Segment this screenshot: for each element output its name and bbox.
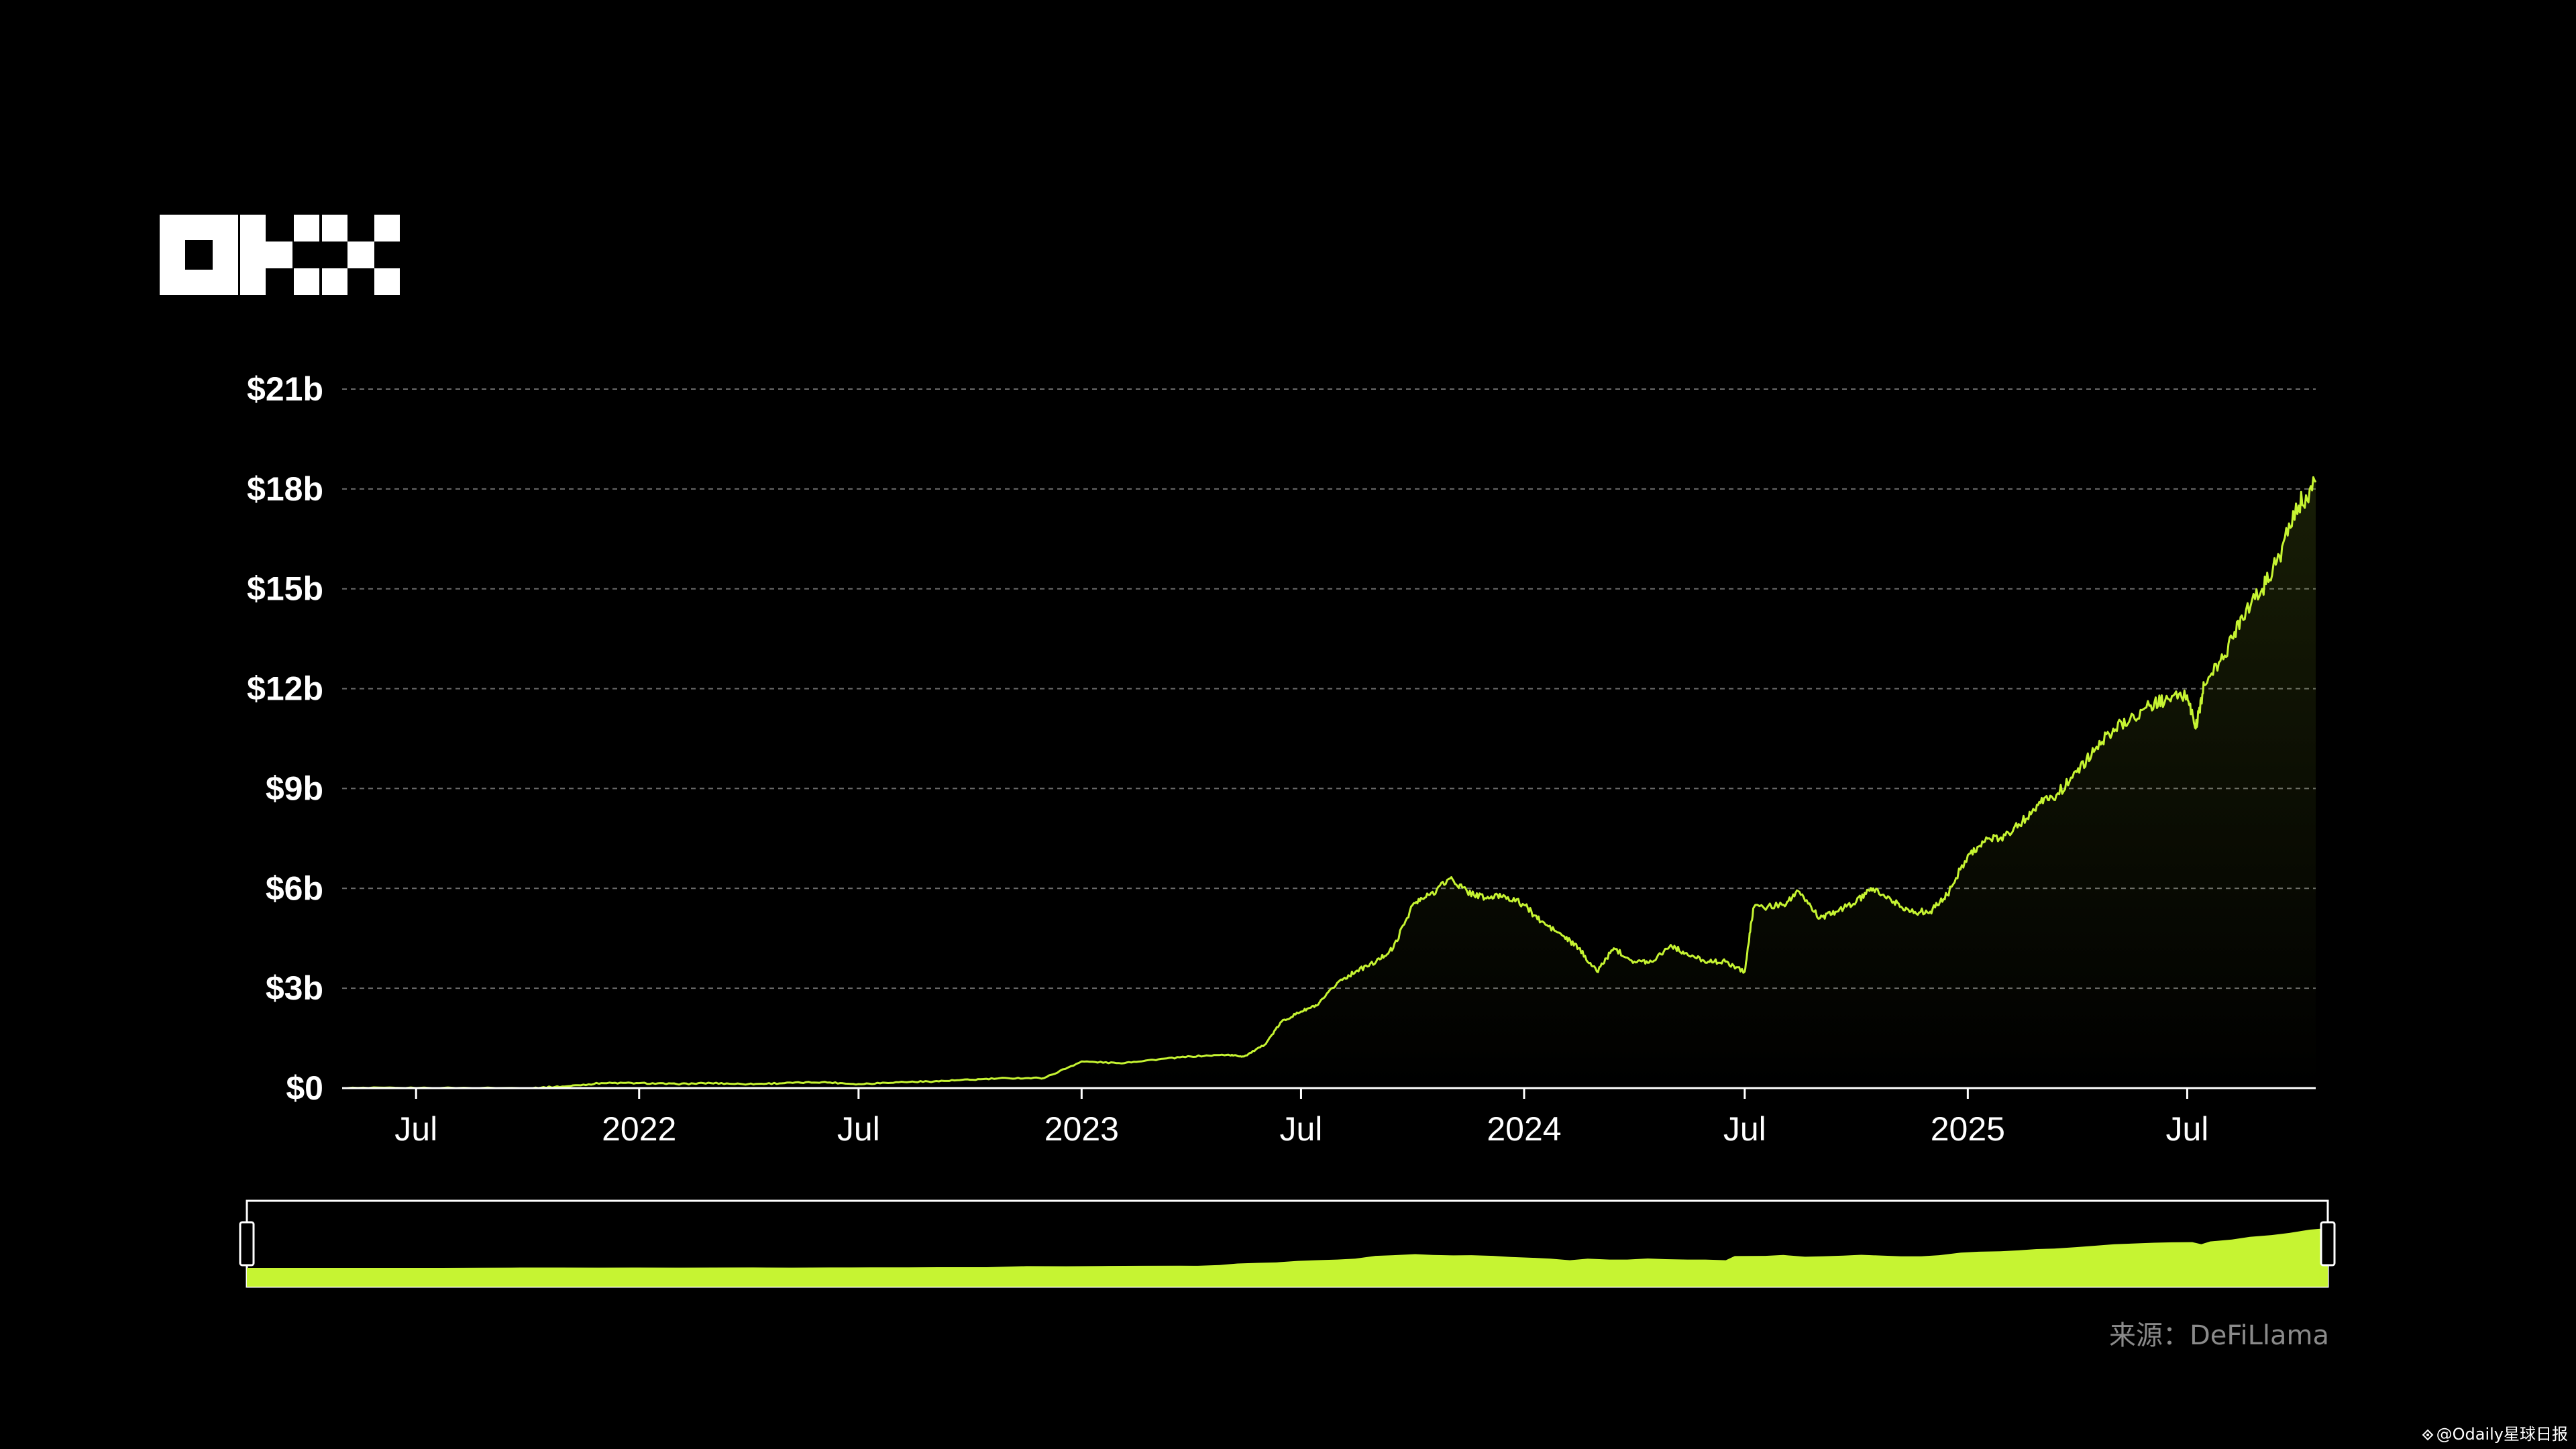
x-tick-label: Jul <box>2165 1110 2208 1148</box>
series-line <box>342 476 2317 1089</box>
x-tick-labels: Jul 2022 Jul 2023 Jul 2024 Jul 2025 Jul <box>394 1110 2208 1148</box>
watermark: @Odaily星球日报 <box>2422 1421 2568 1444</box>
logo-x-cell <box>322 268 347 295</box>
logo-k-cell <box>240 241 292 268</box>
y-tick-label: $12b <box>247 670 323 708</box>
y-tick-label: $18b <box>247 470 323 508</box>
y-axis: $0 $3b $6b $9b $12b $15b $18b $21b <box>247 370 323 1107</box>
logo-k-cell <box>240 268 266 295</box>
y-tick-label: $3b <box>266 969 323 1007</box>
x-tick-label: 2022 <box>602 1110 676 1148</box>
range-slider-mini-area <box>247 1228 2328 1287</box>
logo-x-cell <box>374 268 400 295</box>
area-fill <box>342 477 2316 1088</box>
y-tick-label: $6b <box>266 869 323 907</box>
source-name: DeFiLlama <box>2189 1320 2329 1351</box>
logo-k-cell <box>294 215 319 241</box>
okx-logo <box>160 215 400 295</box>
y-tick-label: $0 <box>286 1069 323 1107</box>
x-tick-label: 2024 <box>1487 1110 1561 1148</box>
source-note: 来源：DeFiLlama <box>2109 1313 2329 1352</box>
y-tick-label: $21b <box>247 370 323 408</box>
logo-k-cell <box>294 268 319 295</box>
y-tick-label: $15b <box>247 570 323 608</box>
logo-k-cell <box>240 215 266 241</box>
x-axis <box>342 1087 2316 1099</box>
y-tick-label: $9b <box>266 769 323 807</box>
series-line-path <box>342 476 2317 1089</box>
logo-x-cell <box>347 241 374 268</box>
x-tick-label: Jul <box>1723 1110 1766 1148</box>
gridlines <box>342 388 2316 989</box>
x-tick-label: Jul <box>394 1110 437 1148</box>
area-fill-path <box>342 477 2316 1088</box>
x-tick-label: Jul <box>837 1110 880 1148</box>
x-tick-label: 2025 <box>1931 1110 2005 1148</box>
logo-letter-o <box>160 215 238 295</box>
watermark-text: @Odaily星球日报 <box>2436 1425 2568 1444</box>
range-slider-left-handle[interactable] <box>239 1221 255 1267</box>
range-slider[interactable] <box>239 1199 2336 1288</box>
source-label: 来源： <box>2108 1320 2190 1351</box>
x-tick-label: Jul <box>1279 1110 1322 1148</box>
odaily-logo-icon <box>2422 1429 2434 1441</box>
x-tick-label: 2023 <box>1044 1110 1119 1148</box>
range-slider-right-handle[interactable] <box>2320 1221 2336 1267</box>
logo-x-cell <box>322 215 347 241</box>
logo-x-cell <box>374 215 400 241</box>
